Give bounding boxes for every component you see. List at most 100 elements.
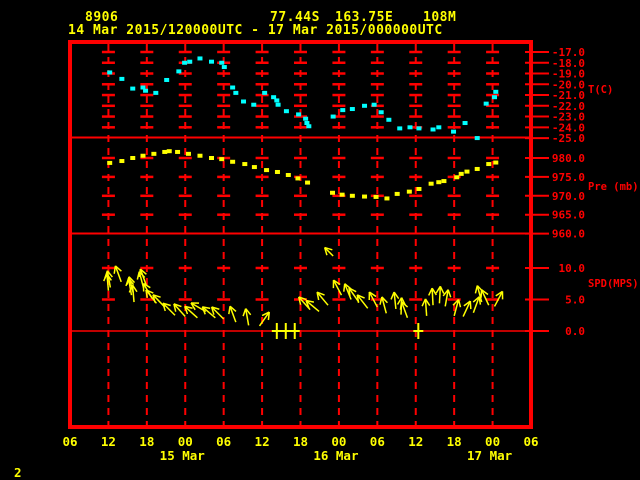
wind-arrow-shaft <box>476 285 483 303</box>
wind-arrow-barb <box>390 291 395 300</box>
y-tick-label: -22.0 <box>552 100 585 113</box>
pressure-dot <box>454 175 460 180</box>
pressure-dot <box>295 176 301 181</box>
pressure-dot <box>349 193 355 198</box>
pressure-dot <box>416 186 422 191</box>
y-tick-label: -25.0 <box>552 132 585 145</box>
temperature-dot <box>349 107 355 112</box>
wind-arrow-barb <box>323 247 328 256</box>
temperature-dot <box>182 60 188 65</box>
right-axis-ticks <box>525 51 549 332</box>
pressure-dot <box>175 149 181 154</box>
temperature-dot <box>130 86 136 91</box>
pressure-dot <box>285 173 291 178</box>
wind-arrow-barb <box>399 301 403 310</box>
hour-label: 18 <box>447 434 462 449</box>
pressure-dot <box>274 169 280 174</box>
x-axis-date-labels: 15 Mar 16 Mar 17 Mar <box>160 448 513 463</box>
wind-arrow-barb <box>356 294 360 303</box>
temperature-dot <box>153 90 159 95</box>
pressure-dot <box>373 194 379 199</box>
wind-arrow-barb <box>136 271 140 280</box>
wind-arrow-barb <box>201 306 206 315</box>
wind-arrow-barb <box>452 298 460 306</box>
pressure-dot <box>185 151 191 156</box>
wind-arrow-barb <box>162 303 166 312</box>
wind-arrow-barb <box>173 303 177 312</box>
pressure-dot <box>339 192 345 197</box>
wind-arrow-barb <box>447 289 452 298</box>
wind-arrow-barb <box>439 285 445 294</box>
wind-arrow-shaft <box>229 305 237 323</box>
wind-arrow-barb <box>428 287 433 296</box>
y-tick-label: 5.0 <box>565 294 585 307</box>
pressure-dot <box>242 162 248 167</box>
station-longitude: 163.75E <box>335 10 393 25</box>
pressure-dot <box>166 149 172 154</box>
wind-vector-series <box>103 246 504 339</box>
y-tick-label: -19.0 <box>552 68 585 81</box>
wind-arrow-barb <box>139 268 147 275</box>
wind-arrow-shaft <box>424 298 428 316</box>
wind-arrow-barb <box>184 305 193 309</box>
wind-arrow-barb <box>481 289 489 296</box>
pressure-dot <box>162 149 168 154</box>
wind-arrow-barb <box>106 270 113 278</box>
temperature-dot <box>119 76 125 81</box>
station-id: 8906 <box>85 10 118 25</box>
hour-label: 06 <box>370 434 385 449</box>
wind-arrow-barb <box>495 290 503 297</box>
wind-arrow-shaft <box>173 303 186 318</box>
pressure-dot <box>474 166 480 171</box>
wind-arrow-barb <box>480 289 483 298</box>
y-tick-label: 0.0 <box>565 325 585 338</box>
temperature-dot <box>143 88 149 93</box>
wind-arrow-barb <box>229 305 237 313</box>
temperature-series <box>107 56 499 141</box>
temperature-dot <box>251 102 257 107</box>
wind-arrow-shaft <box>431 288 434 306</box>
temperature-dot <box>176 69 182 74</box>
wind-arrow-barb <box>348 287 357 293</box>
pressure-dot <box>119 159 125 164</box>
x-axis-hour-labels: 06 12 18 00 06 12 18 00 06 12 18 00 06 <box>62 434 538 449</box>
pressure-dot <box>464 169 470 174</box>
y-tick-label: 10.0 <box>559 262 586 275</box>
wind-arrow-barb <box>431 287 437 296</box>
temperature-dot <box>304 121 310 126</box>
wind-arrow-barb <box>245 308 252 316</box>
wind-arrow-shaft <box>493 291 504 307</box>
wind-arrow-barb <box>379 296 383 305</box>
wind-arrow-shaft <box>201 306 216 319</box>
pressure-dot <box>197 153 203 158</box>
grid-lines <box>101 44 500 425</box>
wind-arrow-shaft <box>480 289 490 306</box>
temperature-dot <box>430 127 436 132</box>
wind-arrow-shaft <box>348 287 360 303</box>
wind-arrow-shaft <box>106 273 110 291</box>
wind-arrow-barb <box>228 306 231 315</box>
wind-arrow-barb <box>128 284 134 293</box>
temperature-dot <box>271 95 277 100</box>
wind-arrow-barb <box>298 296 307 301</box>
pressure-dot <box>384 196 390 201</box>
wind-arrow-barb <box>305 300 310 309</box>
wind-arrow-barb <box>474 285 479 294</box>
temperature-dot <box>462 121 468 126</box>
temperature-dot <box>451 129 457 134</box>
wind-arrow-shaft <box>444 289 449 307</box>
wind-arrow-barb <box>128 276 136 284</box>
temperature-dot <box>187 59 193 64</box>
y-tick-label: -18.0 <box>552 57 585 70</box>
temperature-dot <box>233 90 239 95</box>
wind-arrow-shaft <box>184 305 198 319</box>
wind-arrow-barb <box>368 291 377 298</box>
wind-arrow-shaft <box>324 247 334 257</box>
y-tick-label: 980.0 <box>552 152 585 165</box>
wind-arrow-barb <box>145 289 149 298</box>
temperature-dot <box>306 124 312 129</box>
pressure-dot <box>251 165 257 170</box>
pressure-dot <box>428 181 434 186</box>
pressure-dot <box>406 189 412 194</box>
temperature-dot <box>492 95 498 100</box>
